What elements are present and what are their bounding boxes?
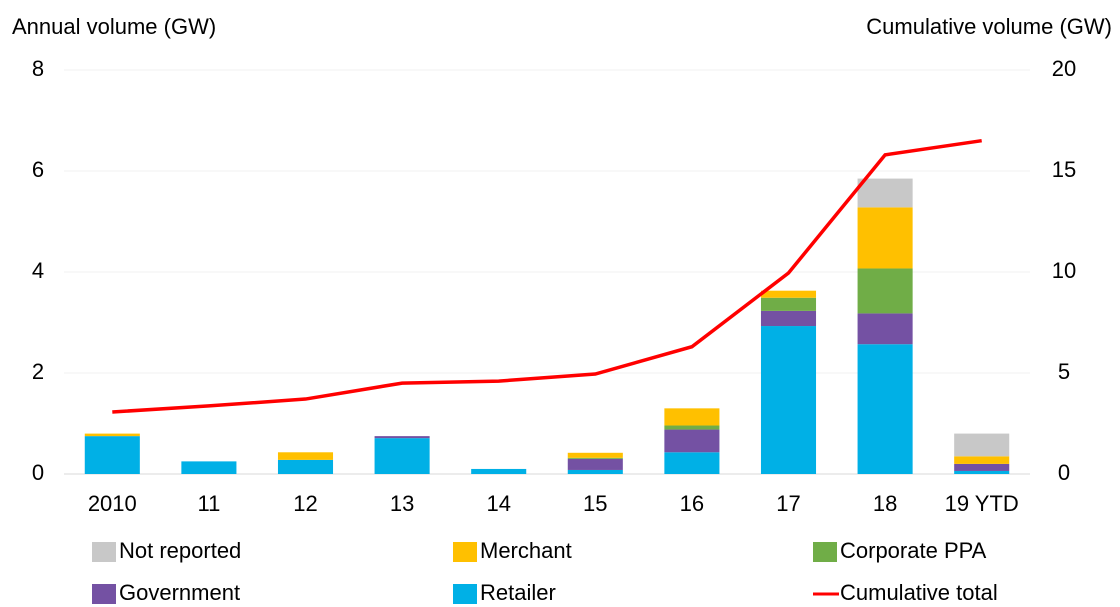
bar-segment	[84, 433, 140, 437]
x-tick-label: 2010	[88, 491, 137, 516]
y2-tick-label: 10	[1052, 258, 1076, 283]
bar-segment	[954, 470, 1010, 474]
legend-swatch	[813, 542, 837, 562]
bar-segment	[374, 436, 430, 439]
bar-segment	[857, 268, 913, 314]
legend-label: Merchant	[480, 538, 572, 563]
legend-label: Retailer	[480, 580, 556, 605]
legend-label: Cumulative total	[840, 580, 998, 605]
bar-segment	[954, 433, 1010, 457]
x-tick-label: 13	[390, 491, 414, 516]
legend-label: Not reported	[119, 538, 241, 563]
bar-segment	[567, 469, 623, 474]
legend-swatch	[453, 584, 477, 604]
y-tick-label: 2	[32, 359, 44, 384]
y2-tick-label: 15	[1052, 157, 1076, 182]
x-tick-label: 18	[873, 491, 897, 516]
y2-axis-label: Cumulative volume (GW)	[866, 14, 1112, 39]
bar-segment	[567, 452, 623, 458]
y-tick-label: 8	[32, 56, 44, 81]
bar-segment	[567, 458, 623, 470]
bar-segment	[857, 178, 913, 208]
bar-segment	[181, 461, 237, 474]
y2-tick-label: 20	[1052, 56, 1076, 81]
y-tick-label: 6	[32, 157, 44, 182]
x-tick-label: 12	[293, 491, 317, 516]
bar-segment	[954, 456, 1010, 464]
bar-segment	[471, 468, 527, 474]
bar-segment	[857, 207, 913, 269]
y2-tick-label: 5	[1058, 359, 1070, 384]
y2-tick-label: 0	[1058, 460, 1070, 485]
x-tick-label: 17	[776, 491, 800, 516]
legend-label: Government	[119, 580, 240, 605]
bar-segment	[664, 429, 720, 453]
bar-segment	[84, 436, 140, 474]
bar-segment	[664, 425, 720, 430]
x-tick-label: 14	[486, 491, 510, 516]
x-tick-label: 19 YTD	[945, 491, 1019, 516]
bar-segment	[760, 290, 817, 298]
bar-segment	[760, 297, 817, 311]
bar-segment	[664, 408, 720, 426]
y-tick-label: 0	[32, 460, 44, 485]
y-axis-label: Annual volume (GW)	[12, 14, 216, 39]
bar-segment	[760, 326, 817, 474]
cumulative-line	[112, 138, 982, 414]
legend-swatch	[92, 584, 116, 604]
bar-segment	[857, 313, 913, 345]
legend-swatch	[453, 542, 477, 562]
bar-segment	[567, 457, 623, 459]
bar-segment	[374, 438, 430, 474]
x-tick-label: 11	[197, 491, 220, 516]
y-tick-label: 4	[32, 258, 44, 283]
x-tick-label: 15	[583, 491, 607, 516]
bar-segment	[277, 459, 334, 474]
bar-segment	[857, 344, 913, 474]
legend-label: Corporate PPA	[840, 538, 987, 563]
bar-segment	[277, 452, 334, 460]
legend-swatch	[92, 542, 116, 562]
bar-segment	[954, 463, 1010, 471]
x-tick-label: 16	[680, 491, 704, 516]
bar-segment	[760, 310, 817, 327]
bar-segment	[664, 452, 720, 474]
